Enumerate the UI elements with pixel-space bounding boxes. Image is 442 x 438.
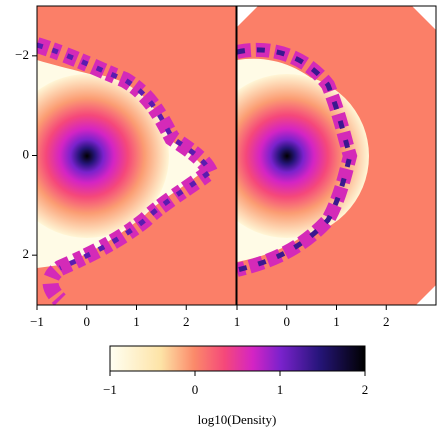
- y-tick-label: 2: [23, 246, 30, 261]
- colorbar-tick-label: −1: [103, 382, 117, 397]
- colorbar-tick-label: 2: [362, 382, 369, 397]
- right-image: [237, 6, 436, 305]
- x-tick-label: 0: [84, 314, 91, 329]
- x-tick-label: 1: [333, 314, 340, 329]
- x-tick-label: 2: [383, 314, 390, 329]
- left-image: [37, 6, 236, 305]
- x-tick-label: 2: [183, 314, 190, 329]
- y-tick-label: −2: [15, 47, 29, 62]
- x-tick-label: −1: [30, 314, 44, 329]
- y-tick-label: 0: [23, 146, 30, 161]
- colorbar-tick-label: 1: [277, 382, 284, 397]
- x-tick-label: 1: [234, 314, 241, 329]
- x-tick-label: 0: [284, 314, 291, 329]
- colorbar-tick-label: 0: [192, 382, 199, 397]
- colorbar-label: log10(Density): [198, 412, 277, 427]
- colorbar: [109, 345, 366, 372]
- x-tick-label: 1: [133, 314, 140, 329]
